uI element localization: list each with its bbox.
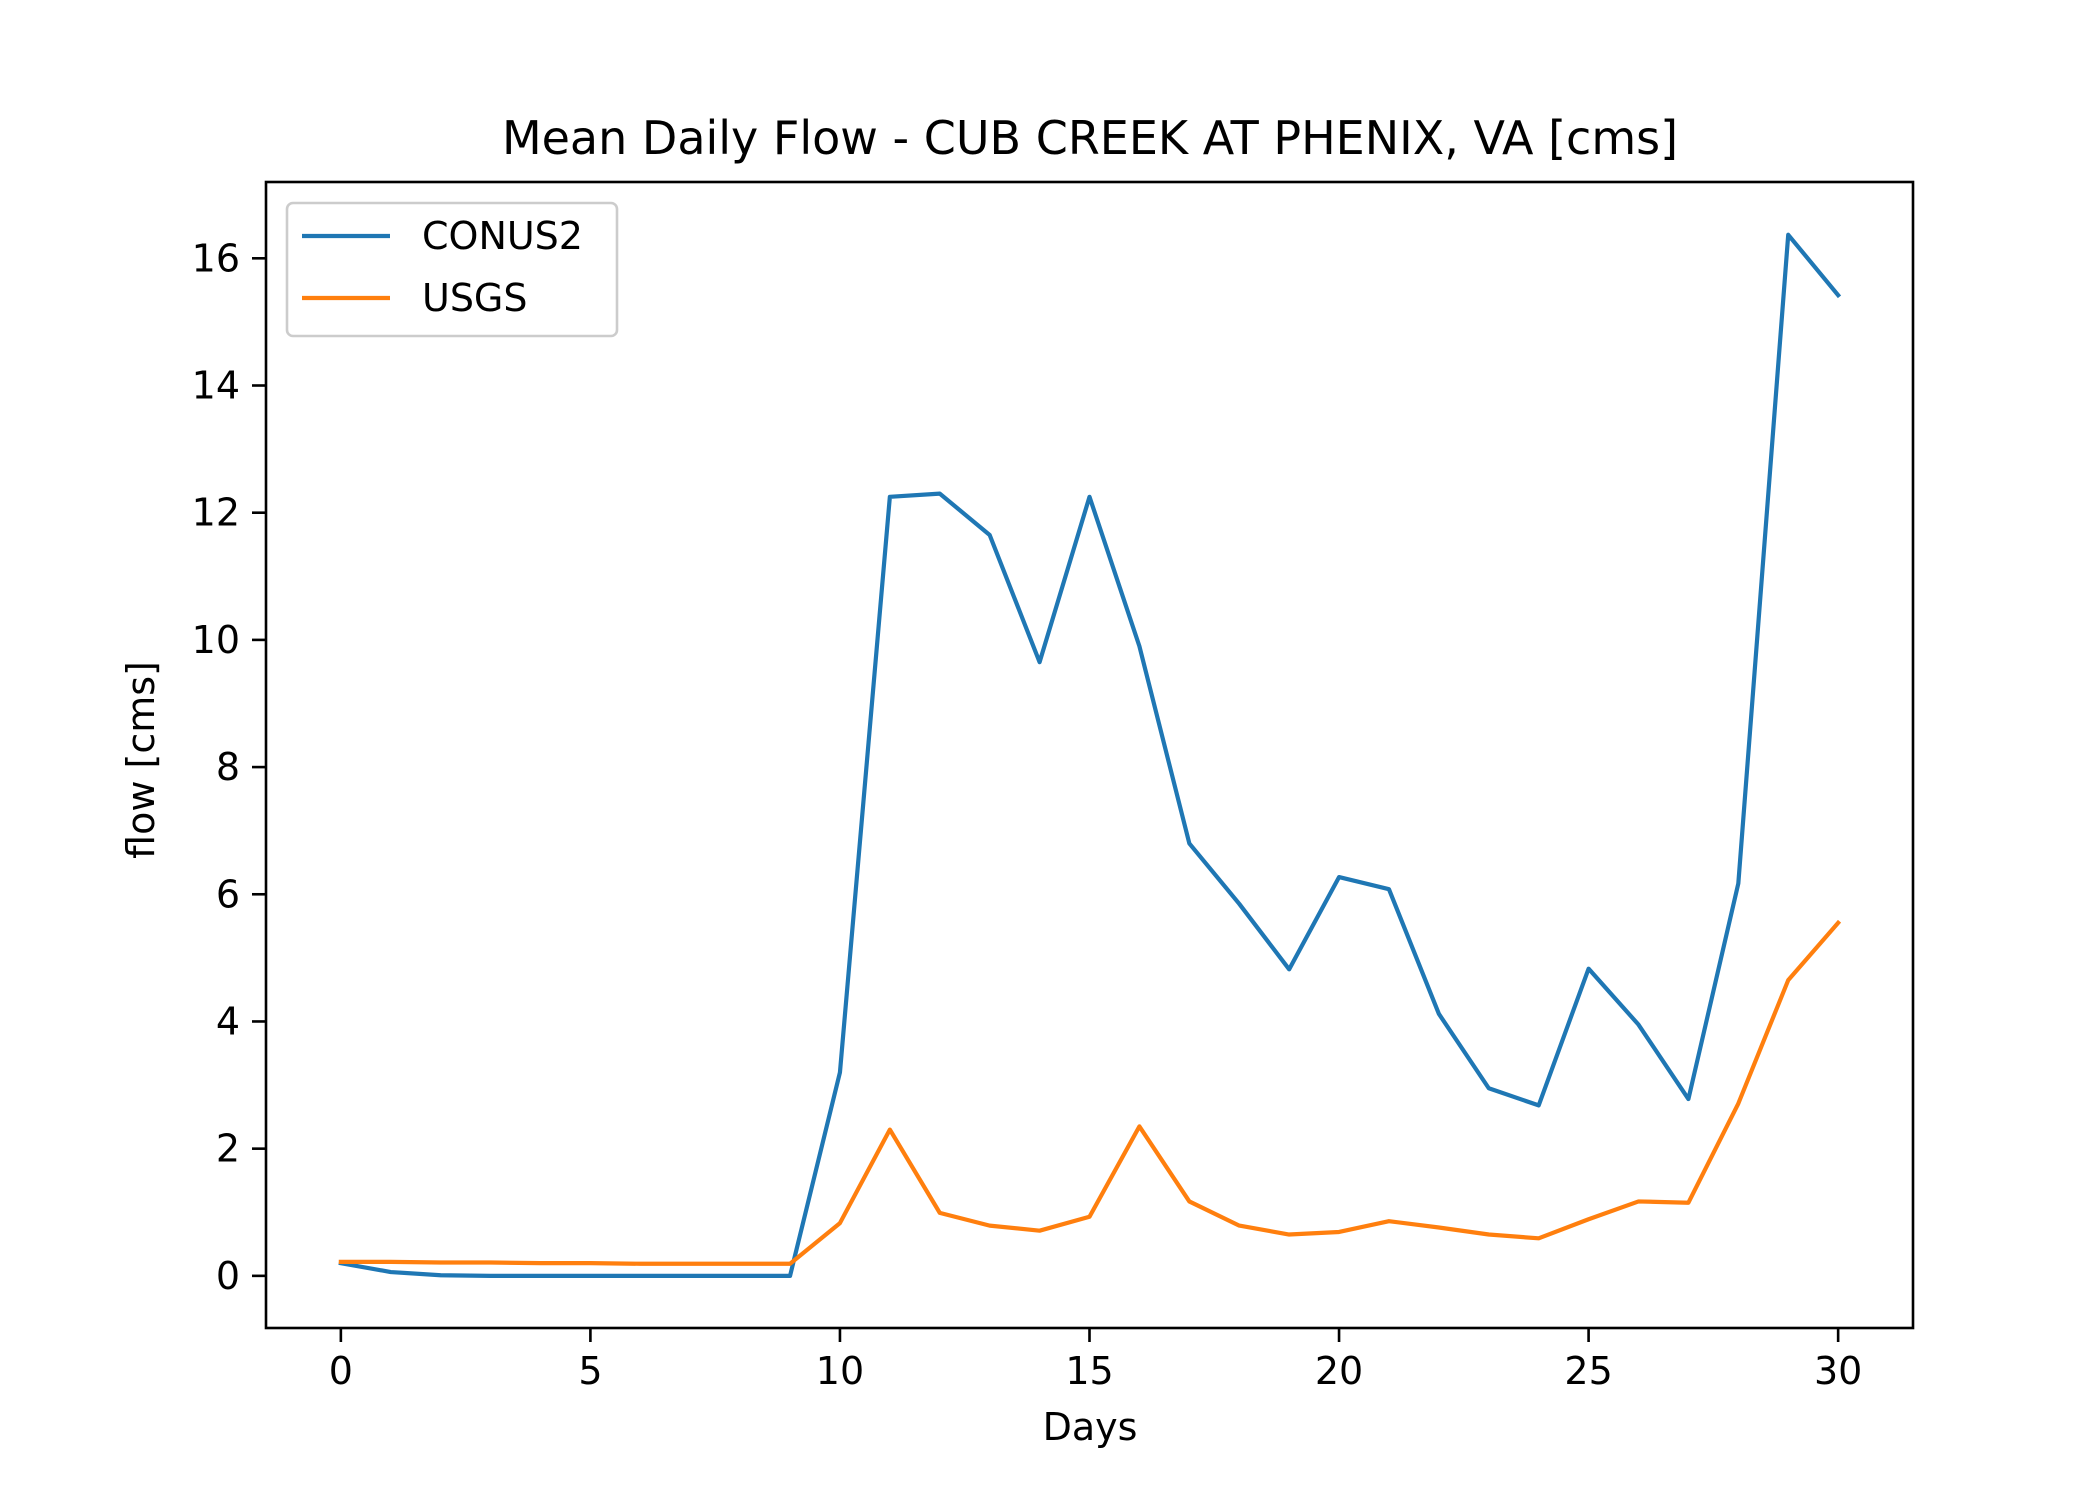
- y-axis-label: flow [cms]: [119, 661, 163, 859]
- x-tick-label: 25: [1564, 1349, 1612, 1393]
- x-tick-label: 20: [1315, 1349, 1363, 1393]
- y-tick-label: 14: [192, 364, 240, 408]
- y-tick-label: 12: [192, 491, 240, 535]
- legend-label-usgs: USGS: [422, 276, 528, 320]
- x-tick-label: 30: [1814, 1349, 1862, 1393]
- axes-frame: [264, 180, 1915, 1330]
- plot-area: 0 5 10 15 20 25 30 0 2 4 6 8 10 12 14 16 CONUS2 USGS: [192, 180, 1915, 1393]
- y-tick-label: 6: [216, 872, 240, 916]
- x-tick-label: 0: [329, 1349, 353, 1393]
- x-axis-label: Days: [1043, 1405, 1138, 1449]
- y-tick-label: 8: [216, 745, 240, 789]
- y-tick-label: 16: [192, 236, 240, 280]
- x-tick-label: 5: [578, 1349, 602, 1393]
- chart-title: Mean Daily Flow - CUB CREEK AT PHENIX, V…: [502, 111, 1678, 165]
- y-tick-label: 4: [216, 999, 240, 1043]
- x-tick-label: 15: [1065, 1349, 1113, 1393]
- series-line-usgs: [338, 919, 1842, 1266]
- x-tick-label: 10: [816, 1349, 864, 1393]
- y-tick-label: 10: [192, 618, 240, 662]
- legend-label-conus2: CONUS2: [422, 214, 583, 258]
- series-line-conus2: [338, 232, 1842, 1278]
- y-tick-label: 0: [216, 1254, 240, 1298]
- y-tick-label: 2: [216, 1127, 240, 1171]
